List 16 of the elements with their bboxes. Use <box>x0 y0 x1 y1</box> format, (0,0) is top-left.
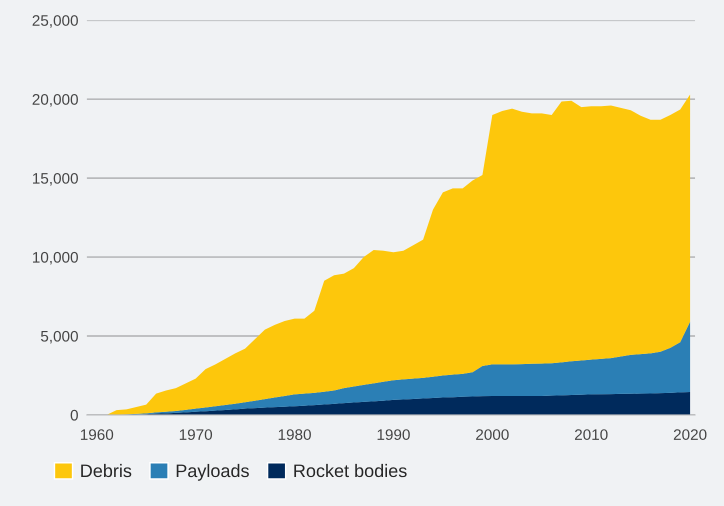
y-tick-label: 10,000 <box>32 252 78 265</box>
y-tick-label: 0 <box>70 410 78 421</box>
legend-label: Payloads <box>176 464 249 481</box>
x-tick-label: 1970 <box>180 429 212 440</box>
y-tick-label: 20,000 <box>32 94 78 107</box>
x-tick-label: 2000 <box>476 429 509 440</box>
legend-label: Rocket bodies <box>294 464 407 478</box>
legend-label: Debris <box>81 464 132 478</box>
y-tick-label: 25,000 <box>32 15 78 28</box>
x-tick-label: 2010 <box>574 429 608 440</box>
x-tick-label: 2020 <box>674 429 706 440</box>
y-tick-label: 5,000 <box>40 330 78 344</box>
x-tick-label: 1980 <box>278 429 311 440</box>
x-tick-label: 1990 <box>378 429 410 440</box>
y-tick-label: 15,000 <box>32 172 78 186</box>
x-tick-label: 1960 <box>80 429 114 440</box>
